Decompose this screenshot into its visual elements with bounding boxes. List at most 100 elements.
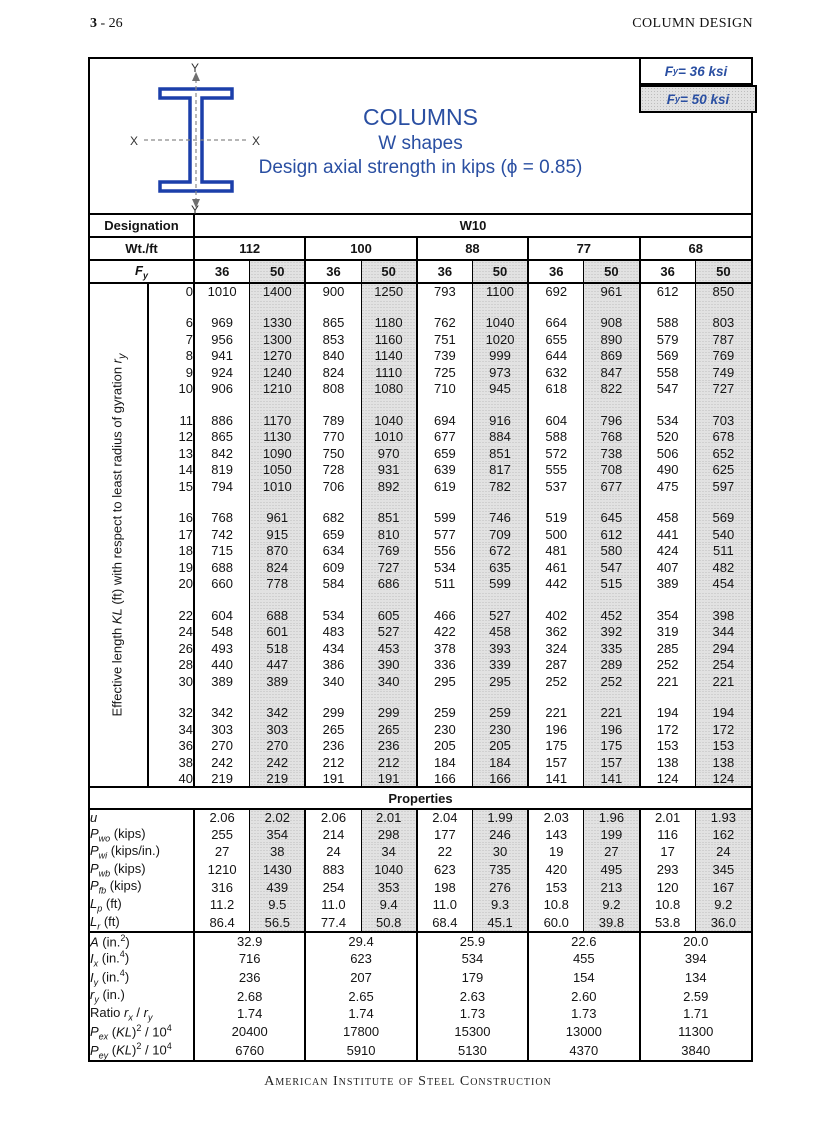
strength-value: 703 xyxy=(694,412,751,429)
strength-value: 212 xyxy=(360,754,417,771)
section-property-value: 394 xyxy=(638,949,751,969)
fy-value: 50 xyxy=(583,260,640,284)
property-value: 2.01 xyxy=(638,809,696,826)
kl-row: Effective length KL (ft) with respect to… xyxy=(90,283,751,716)
strength-value: 612 xyxy=(583,526,640,543)
section-property-value: 154 xyxy=(527,968,640,988)
section-property-row: Pey (KL)2 / 104 6760 5910 5130 4370 3840 xyxy=(90,1041,751,1061)
strength-value: 196 xyxy=(583,721,640,738)
strength-value: 931 xyxy=(360,461,417,478)
strength-value: 645 xyxy=(583,509,640,526)
strength-value: 644 xyxy=(527,347,584,364)
spacer-cell xyxy=(471,592,529,607)
kl-row: 34 303 303 265 265 230 230 196 196 172 172 xyxy=(90,721,751,738)
strength-value: 793 xyxy=(415,283,473,300)
strength-value: 584 xyxy=(304,575,362,592)
spacer-row xyxy=(90,299,751,315)
property-value: 30 xyxy=(471,843,529,861)
strength-value: 865 xyxy=(193,428,250,445)
spacer-cell xyxy=(147,592,194,607)
property-value: 353 xyxy=(360,878,417,896)
strength-value: 339 xyxy=(471,656,529,673)
strength-value: 242 xyxy=(249,754,306,771)
property-value: 214 xyxy=(304,825,362,844)
property-value: 68.4 xyxy=(415,913,473,933)
property-value: 24 xyxy=(304,843,362,861)
strength-value: 259 xyxy=(415,704,473,721)
x-axis-label-right: X xyxy=(252,134,260,148)
running-header-title: COLUMN DESIGN xyxy=(632,16,753,31)
kl-value: 14 xyxy=(147,461,194,478)
fy-value: 36 xyxy=(415,260,473,284)
strength-value: 141 xyxy=(527,770,584,787)
strength-value: 299 xyxy=(304,704,362,721)
property-value: 1.99 xyxy=(471,809,529,826)
property-value: 17 xyxy=(638,843,696,861)
property-value: 39.8 xyxy=(583,913,640,933)
strength-value: 652 xyxy=(694,445,751,462)
strength-value: 810 xyxy=(360,526,417,543)
strength-value: 389 xyxy=(638,575,696,592)
kl-value: 15 xyxy=(147,478,194,495)
section-property-label: A (in.2) xyxy=(90,931,194,950)
spacer-cell xyxy=(471,494,529,510)
strength-value: 547 xyxy=(638,380,696,397)
strength-value: 746 xyxy=(471,509,529,526)
section-property-value: 5130 xyxy=(415,1041,529,1061)
spacer-cell xyxy=(193,397,250,412)
kl-value: 13 xyxy=(147,445,194,462)
property-value: 354 xyxy=(249,825,306,844)
strength-value: 475 xyxy=(638,478,696,495)
spacer-cell xyxy=(360,689,417,705)
strength-value: 493 xyxy=(193,640,250,657)
kl-row: 19 688 824 609 727 534 635 461 547 407 482 xyxy=(90,559,751,576)
strength-value: 440 xyxy=(193,656,250,673)
fy-value: 36 xyxy=(527,260,584,284)
strength-value: 441 xyxy=(638,526,696,543)
spacer-cell xyxy=(415,494,473,510)
spacer-cell xyxy=(583,494,640,510)
section-property-value: 6760 xyxy=(192,1041,306,1061)
section-property-value: 2.68 xyxy=(192,987,306,1005)
spacer-cell xyxy=(694,592,751,607)
kl-value: 22 xyxy=(147,607,194,624)
strength-value: 452 xyxy=(583,607,640,624)
strength-value: 344 xyxy=(694,623,751,640)
strength-value: 742 xyxy=(193,526,250,543)
property-value: 254 xyxy=(304,878,362,896)
strength-value: 659 xyxy=(415,445,473,462)
strength-value: 847 xyxy=(583,364,640,381)
strength-value: 824 xyxy=(249,559,306,576)
strength-value: 265 xyxy=(360,721,417,738)
property-label: Lp (ft) xyxy=(90,895,122,914)
property-value: 27 xyxy=(193,843,250,861)
spacer-cell xyxy=(471,689,529,705)
spacer-cell xyxy=(415,689,473,705)
strength-value: 824 xyxy=(304,364,362,381)
weight-row: Wt./ft 112 100 88 77 68 xyxy=(90,237,751,261)
spacer-cell xyxy=(694,299,751,315)
section-property-value: 22.6 xyxy=(527,931,640,950)
spacer-cell xyxy=(193,494,250,510)
strength-value: 184 xyxy=(471,754,529,771)
spacer-cell xyxy=(304,592,362,607)
section-property-label: Iy (in.4) xyxy=(90,968,130,988)
strength-value: 294 xyxy=(694,640,751,657)
spacer-cell xyxy=(527,494,584,510)
strength-value: 285 xyxy=(638,640,696,657)
spacer-row xyxy=(90,397,751,412)
strength-value: 434 xyxy=(304,640,362,657)
fy-value: 36 xyxy=(193,260,250,284)
property-row: Pwi (kips/in.) 27 38 24 34 22 30 19 27 17 24 xyxy=(90,843,751,861)
strength-value: 605 xyxy=(360,607,417,624)
table-header-rows: Designation W10 Wt./ft 112 100 88 77 68 Fy 36 50 36… xyxy=(90,215,751,284)
property-value: 116 xyxy=(638,825,696,844)
strength-value: 1040 xyxy=(360,412,417,429)
property-value: 276 xyxy=(471,878,529,896)
strength-value: 660 xyxy=(193,575,250,592)
strength-value: 749 xyxy=(694,364,751,381)
properties-band-row: Properties xyxy=(90,786,751,810)
strength-value: 619 xyxy=(415,478,473,495)
strength-value: 1250 xyxy=(360,283,417,300)
kl-value: 40 xyxy=(147,770,194,787)
